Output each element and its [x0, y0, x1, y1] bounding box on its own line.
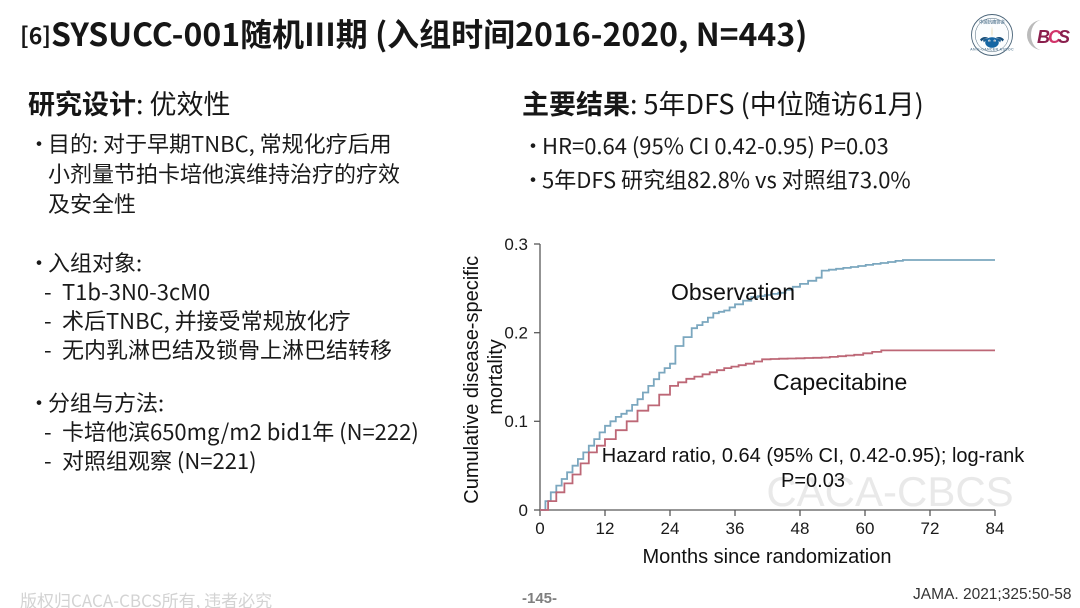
- svg-text:0: 0: [519, 501, 528, 520]
- svg-text:48: 48: [791, 519, 810, 538]
- svg-text:Hazard ratio, 0.64 (95% CI, 0.: Hazard ratio, 0.64 (95% CI, 0.42-0.95); …: [602, 445, 1025, 467]
- svg-text:0.1: 0.1: [504, 412, 528, 431]
- svg-text:24: 24: [661, 519, 680, 538]
- svg-text:Cumulative disease-specific: Cumulative disease-specific mortality: [461, 250, 507, 503]
- svg-text:84: 84: [986, 519, 1005, 538]
- svg-text:60: 60: [856, 519, 875, 538]
- svg-text:Months since randomization: Months since randomization: [642, 546, 891, 568]
- svg-text:P=0.03: P=0.03: [781, 470, 845, 492]
- svg-text:Observation: Observation: [671, 279, 795, 305]
- svg-text:12: 12: [596, 519, 615, 538]
- svg-text:Capecitabine: Capecitabine: [773, 369, 907, 395]
- svg-text:36: 36: [726, 519, 745, 538]
- svg-text:0: 0: [535, 519, 544, 538]
- svg-text:0.3: 0.3: [504, 235, 528, 254]
- svg-text:72: 72: [921, 519, 940, 538]
- svg-text:0.2: 0.2: [504, 324, 528, 343]
